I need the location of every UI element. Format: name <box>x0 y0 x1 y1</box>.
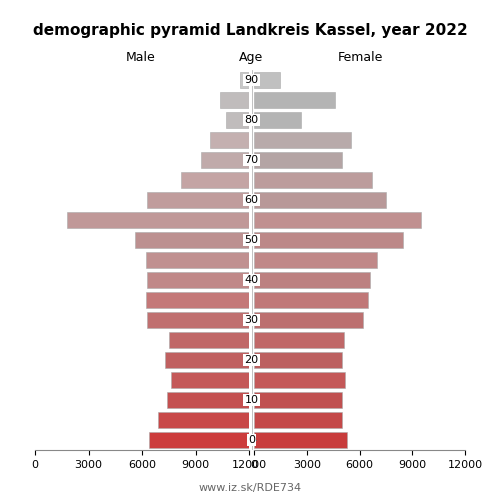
Text: 80: 80 <box>244 115 258 125</box>
Bar <box>254 432 347 448</box>
Bar <box>254 132 350 148</box>
Bar <box>254 292 368 308</box>
Bar <box>167 392 249 408</box>
Bar <box>170 372 249 388</box>
Text: 0: 0 <box>248 435 255 445</box>
Text: 50: 50 <box>244 235 258 245</box>
Bar <box>254 172 372 188</box>
Bar <box>254 272 370 288</box>
Bar <box>254 192 386 208</box>
Bar <box>181 172 249 188</box>
Bar <box>254 312 363 328</box>
Text: 20: 20 <box>244 355 258 365</box>
Bar <box>165 352 249 368</box>
Bar <box>220 92 249 108</box>
Text: 90: 90 <box>244 75 258 85</box>
Bar <box>201 152 249 168</box>
Bar <box>149 432 249 448</box>
Bar <box>254 252 377 268</box>
Bar <box>254 92 335 108</box>
Bar <box>210 132 249 148</box>
Text: 70: 70 <box>244 155 258 165</box>
Bar <box>146 292 249 308</box>
Text: Male: Male <box>126 51 156 64</box>
Text: Female: Female <box>338 51 384 64</box>
Bar <box>148 192 249 208</box>
Text: Age: Age <box>240 51 264 64</box>
Bar <box>135 232 249 248</box>
Bar <box>254 352 342 368</box>
Bar <box>254 372 346 388</box>
Bar <box>67 212 249 228</box>
Text: 40: 40 <box>244 275 258 285</box>
Text: www.iz.sk/RDE734: www.iz.sk/RDE734 <box>198 482 302 492</box>
Text: 60: 60 <box>244 195 258 205</box>
Text: 30: 30 <box>244 315 258 325</box>
Bar <box>254 392 342 408</box>
Bar <box>169 332 249 348</box>
Bar <box>254 412 342 428</box>
Bar <box>148 272 249 288</box>
Text: 10: 10 <box>244 395 258 405</box>
Bar <box>158 412 249 428</box>
Bar <box>146 252 249 268</box>
Bar <box>240 72 249 88</box>
Bar <box>254 232 404 248</box>
Bar <box>148 312 249 328</box>
Bar <box>254 112 302 128</box>
Text: demographic pyramid Landkreis Kassel, year 2022: demographic pyramid Landkreis Kassel, ye… <box>32 22 468 38</box>
Bar <box>254 72 280 88</box>
Bar <box>254 332 344 348</box>
Bar <box>226 112 249 128</box>
Bar <box>254 152 342 168</box>
Bar <box>254 212 421 228</box>
